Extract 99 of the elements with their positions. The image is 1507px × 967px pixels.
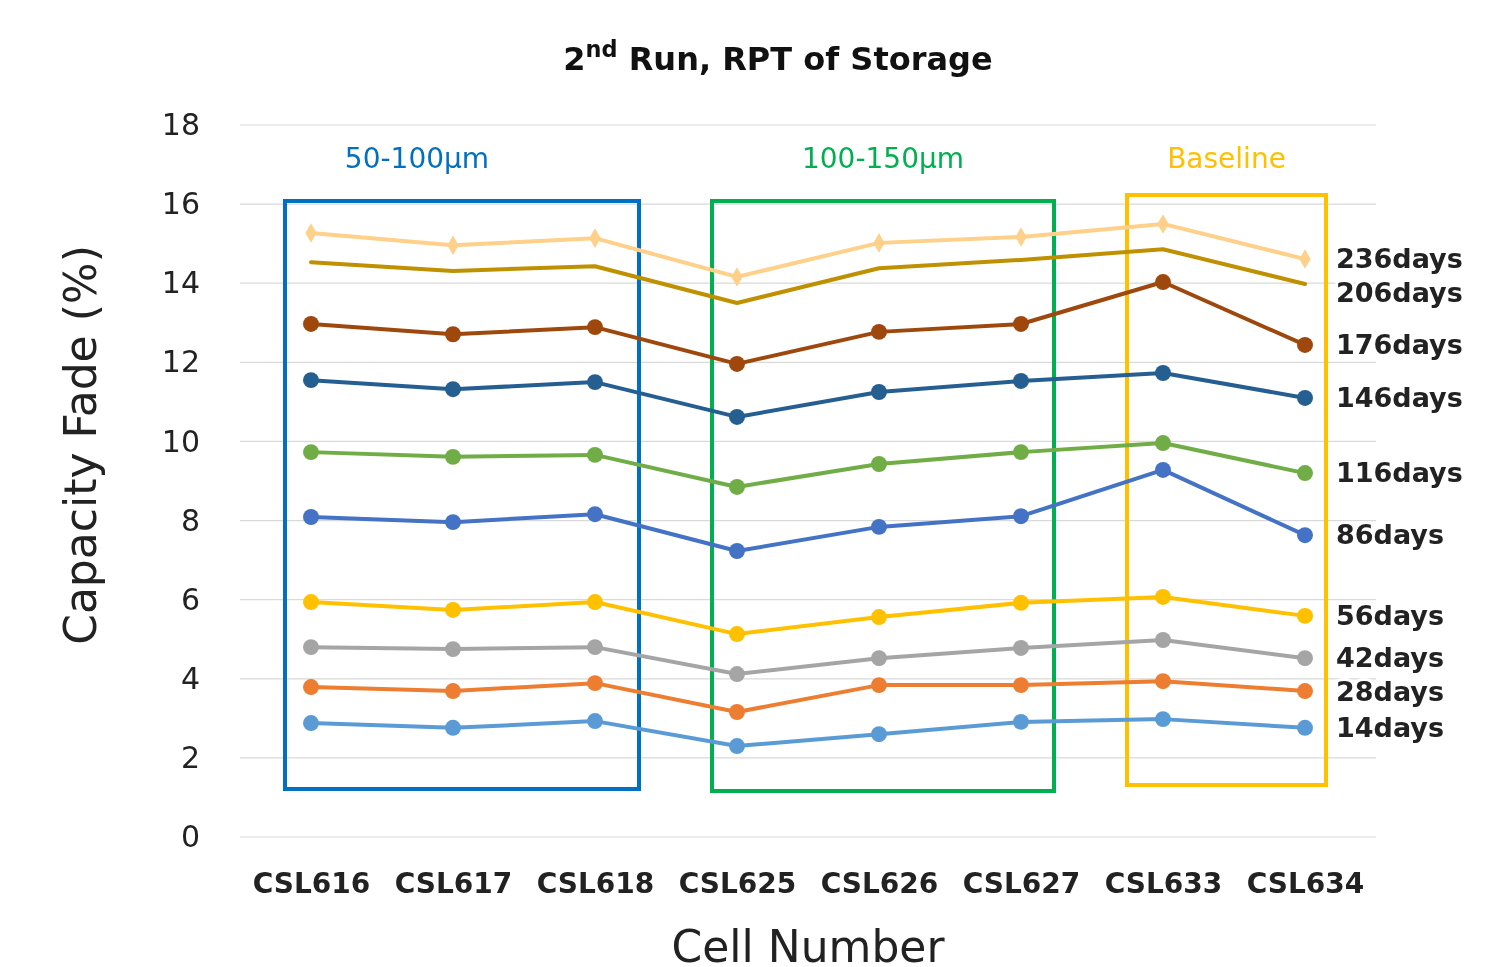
point [871,384,887,400]
point [1155,435,1171,451]
point [1297,527,1313,544]
point [587,319,603,336]
point [871,677,887,694]
point [729,543,745,559]
point [587,675,603,692]
y-tick-label: 12 [161,344,200,380]
point [871,726,887,743]
point [1013,508,1029,525]
y-axis-title: Capacity Fade (%) [55,245,106,645]
x-tick-label: CSL618 [536,866,655,900]
point [303,715,319,732]
series-label: 42days [1336,642,1444,674]
series-label: 28days [1336,676,1444,708]
x-tick-label: CSL625 [678,866,797,900]
point [1013,639,1029,656]
point [587,506,603,523]
point [1297,650,1313,667]
point [587,374,603,391]
point [729,408,745,425]
y-tick-label: 6 [180,581,200,617]
point [729,738,745,754]
point [1013,316,1029,332]
point [303,639,319,656]
point [729,704,745,720]
point [1155,365,1171,381]
x-tick-label: CSL627 [962,866,1081,900]
point [303,316,319,332]
series-label: 86days [1336,519,1444,551]
point [303,594,319,610]
x-tick-label: CSL616 [252,866,371,900]
x-tick-label: CSL633 [1104,866,1223,900]
point [871,518,887,535]
line-series [309,247,1307,305]
point [1155,673,1171,690]
point [1297,683,1313,699]
y-tick-label: 0 [180,819,200,855]
y-tick-label: 14 [161,265,200,301]
point [445,641,461,658]
series-label: 14days [1336,711,1444,743]
point [1297,607,1313,624]
point [1297,465,1313,482]
point [1155,461,1171,478]
annotation: 50-100µm [344,142,490,175]
point [871,456,887,472]
point [303,509,319,525]
point [729,666,745,682]
point [587,639,603,656]
point [1297,336,1313,353]
y-tick-label: 16 [161,186,200,222]
series-label: 236days [1336,243,1463,275]
series-label: 116days [1336,457,1463,489]
point [1155,711,1171,728]
point [871,323,887,340]
point [445,326,461,343]
point [303,444,319,461]
y-tick-label: 18 [161,107,200,143]
point [729,478,745,495]
point [729,626,745,643]
point [1013,444,1029,461]
annotation: Baseline [1167,142,1286,175]
point [445,514,461,531]
point [445,381,461,398]
x-axis-title: Cell Number [671,921,946,967]
point [1155,632,1171,648]
point [729,355,745,372]
y-tick-label: 10 [161,423,200,459]
point [1013,677,1029,694]
point [1155,274,1171,290]
x-tick-label: CSL617 [394,866,513,900]
point [1155,588,1171,605]
point [871,609,887,626]
chart-title: 2$^{nd}$ Run, RPT of Storage [563,36,993,78]
point [1013,594,1029,611]
y-tick-label: 8 [180,502,200,538]
series-label: 146days [1336,381,1463,413]
point [1013,713,1029,730]
y-tick-label: 4 [180,660,200,696]
point [587,713,603,730]
y-tick-label: 2 [180,739,200,775]
annotation: 100-150µm [801,142,965,175]
point [445,601,461,618]
series-label: 176days [1336,328,1463,360]
point [871,650,887,667]
point [303,372,319,389]
point [445,448,461,465]
point [587,594,603,610]
point [1297,719,1313,736]
series-label: 56days [1336,599,1444,631]
point [1013,372,1029,389]
series-label: 206days [1336,277,1463,309]
point [445,719,461,736]
point [587,446,603,463]
point [1297,389,1313,406]
point [303,679,319,696]
x-tick-label: CSL634 [1246,866,1365,900]
x-tick-label: CSL626 [820,866,939,900]
point [445,683,461,699]
